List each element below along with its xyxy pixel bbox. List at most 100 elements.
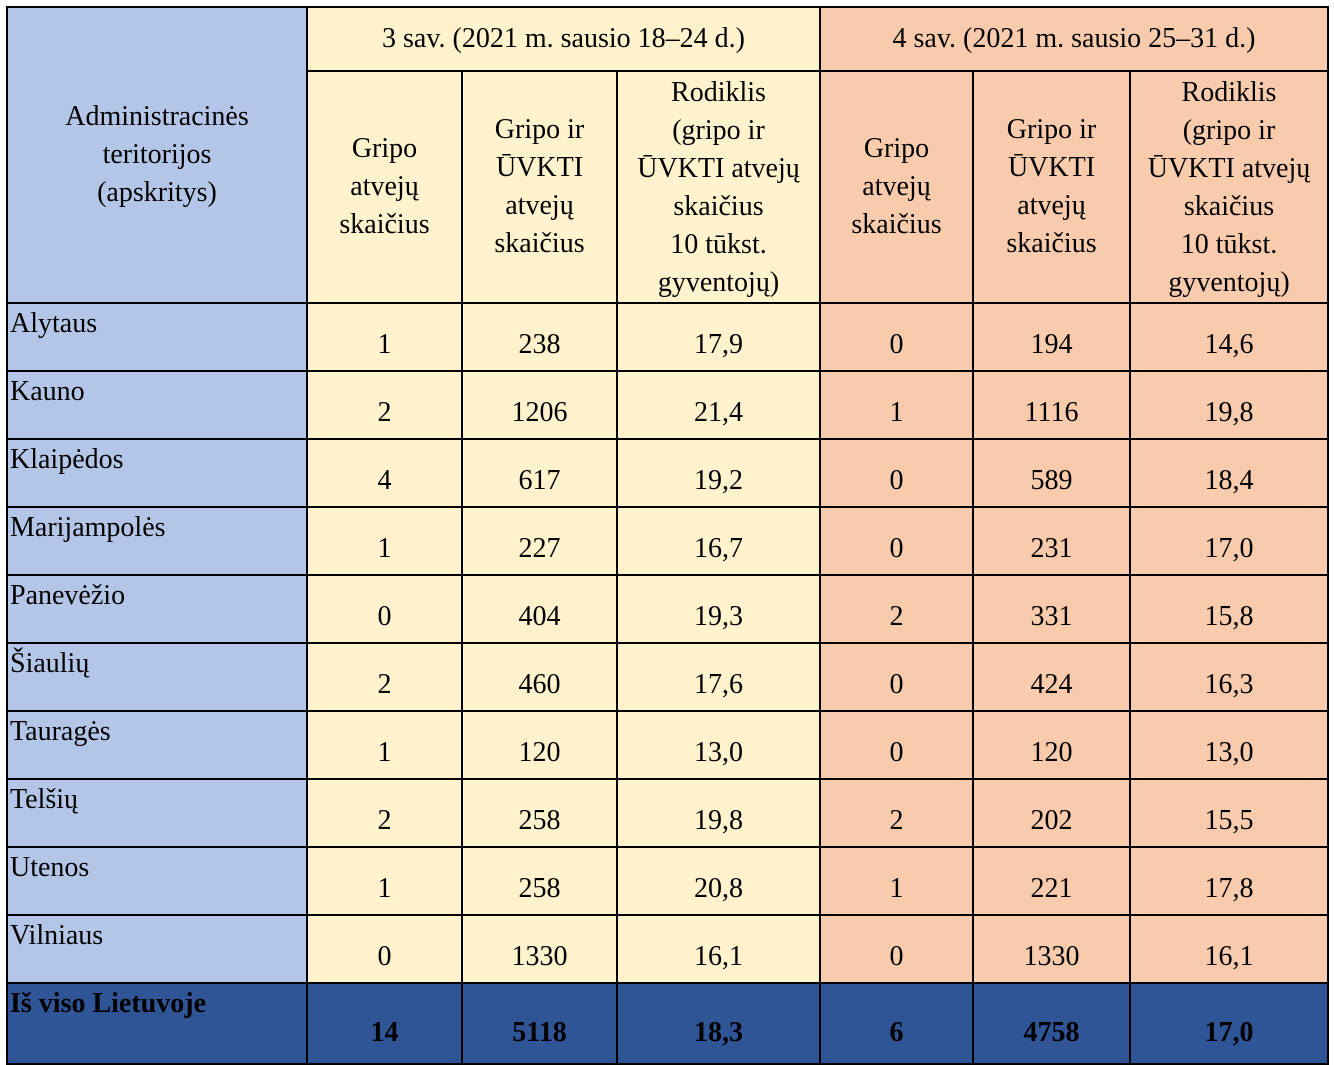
w3-flu-ari-cases: 227 (461, 506, 618, 576)
w4-flu-cases: 0 (819, 506, 974, 576)
header-line: atvejų (350, 171, 419, 202)
header-line: gyventojų) (657, 267, 780, 298)
w4-flu-cases: 0 (819, 438, 974, 508)
w4-flu-cases: 1 (819, 846, 974, 916)
w3-rate: 19,2 (616, 438, 821, 508)
w3-flu-ari-cases: 1330 (461, 914, 618, 984)
county-name: Kauno (6, 370, 308, 440)
w3-flu-cases: 2 (306, 778, 463, 848)
w3-flu-cases: 2 (306, 642, 463, 712)
county-name: Alytaus (6, 302, 308, 372)
table-row: Panevėžio 0 404 19,3 2 331 15,8 (6, 574, 1329, 644)
w4-flu-ari-cases: 202 (972, 778, 1131, 848)
header-line: ŪVKTI atvejų (1147, 153, 1311, 184)
week3-header: 3 sav. (2021 m. sausio 18–24 d.) (306, 6, 821, 72)
header-line: skaičius (1183, 191, 1275, 222)
w4-rate: 14,6 (1129, 302, 1329, 372)
table-row: Kauno 2 1206 21,4 1 1116 19,8 (6, 370, 1329, 440)
header-line: Gripo (863, 133, 930, 164)
w3-flu-ari-cases-header: Gripo ir ŪVKTI atvejų skaičius (461, 70, 618, 304)
w4-flu-cases: 2 (819, 574, 974, 644)
w3-rate: 20,8 (616, 846, 821, 916)
w3-rate: 19,8 (616, 778, 821, 848)
admin-territory-header: Administracinės teritorijos (apskritys) (6, 6, 308, 304)
w4-rate: 17,8 (1129, 846, 1329, 916)
county-name: Klaipėdos (6, 438, 308, 508)
table-row: Tauragės 1 120 13,0 0 120 13,0 (6, 710, 1329, 780)
header-line: 10 tūkst. (670, 229, 767, 260)
header-line: (gripo ir (1182, 115, 1276, 146)
header-line: skaičius (494, 228, 585, 259)
w4-flu-cases: 1 (819, 370, 974, 440)
w3-flu-cases: 2 (306, 370, 463, 440)
w4-flu-ari-cases: 221 (972, 846, 1131, 916)
w4-flu-ari-cases: 194 (972, 302, 1131, 372)
w4-total-flu-cases: 6 (819, 982, 974, 1065)
w4-rate: 15,8 (1129, 574, 1329, 644)
w3-rate: 13,0 (616, 710, 821, 780)
w3-rate: 16,7 (616, 506, 821, 576)
week4-header: 4 sav. (2021 m. sausio 25–31 d.) (819, 6, 1329, 72)
header-line: Gripo (351, 133, 418, 164)
table-row: Alytaus 1 238 17,9 0 194 14,6 (6, 302, 1329, 372)
header-line: Rodiklis (671, 77, 766, 108)
w3-flu-cases: 4 (306, 438, 463, 508)
header-line: ŪVKTI atvejų (637, 153, 800, 184)
w3-flu-ari-cases: 258 (461, 778, 618, 848)
w4-flu-ari-cases: 331 (972, 574, 1131, 644)
w3-flu-ari-cases: 258 (461, 846, 618, 916)
w3-flu-cases-header: Gripo atvejų skaičius (306, 70, 463, 304)
county-name: Panevėžio (6, 574, 308, 644)
w3-flu-ari-cases: 1206 (461, 370, 618, 440)
w3-rate: 21,4 (616, 370, 821, 440)
w4-flu-cases-header: Gripo atvejų skaičius (819, 70, 974, 304)
w4-flu-ari-cases: 120 (972, 710, 1131, 780)
w4-total-rate: 17,0 (1129, 982, 1329, 1065)
header-line: Gripo ir (494, 114, 585, 145)
county-name: Tauragės (6, 710, 308, 780)
influenza-table: Administracinės teritorijos (apskritys) … (6, 6, 1329, 1065)
header-line: skaičius (339, 209, 430, 240)
w4-flu-cases: 0 (819, 710, 974, 780)
w4-rate-header: Rodiklis (gripo ir ŪVKTI atvejų skaičius… (1129, 70, 1329, 304)
w3-flu-cases: 1 (306, 846, 463, 916)
admin-header-line: teritorijos (102, 139, 212, 170)
total-row: Iš viso Lietuvoje 14 5118 18,3 6 4758 17… (6, 982, 1329, 1065)
admin-header-line: Administracinės (65, 101, 249, 132)
table-row: Šiaulių 2 460 17,6 0 424 16,3 (6, 642, 1329, 712)
w3-flu-ari-cases: 404 (461, 574, 618, 644)
w3-total-flu-ari-cases: 5118 (461, 982, 618, 1065)
w3-rate: 16,1 (616, 914, 821, 984)
header-line: ŪVKTI (495, 152, 584, 183)
county-name: Marijampolės (6, 506, 308, 576)
w4-rate: 15,5 (1129, 778, 1329, 848)
w3-total-flu-cases: 14 (306, 982, 463, 1065)
header-line: ŪVKTI (1007, 152, 1096, 183)
w3-flu-cases: 1 (306, 710, 463, 780)
w4-rate: 16,1 (1129, 914, 1329, 984)
w4-flu-ari-cases: 231 (972, 506, 1131, 576)
header-line: Gripo ir (1006, 114, 1097, 145)
w4-flu-cases: 0 (819, 642, 974, 712)
header-line: 10 tūkst. (1180, 229, 1278, 260)
table-row: Marijampolės 1 227 16,7 0 231 17,0 (6, 506, 1329, 576)
table-row: Telšių 2 258 19,8 2 202 15,5 (6, 778, 1329, 848)
w3-flu-cases: 0 (306, 914, 463, 984)
w4-flu-ari-cases: 589 (972, 438, 1131, 508)
table-row: Klaipėdos 4 617 19,2 0 589 18,4 (6, 438, 1329, 508)
header-line: Rodiklis (1181, 77, 1277, 108)
w4-flu-ari-cases: 1116 (972, 370, 1131, 440)
w4-rate: 17,0 (1129, 506, 1329, 576)
header-line: atvejų (862, 171, 931, 202)
header-line: (gripo ir (672, 115, 765, 146)
w3-rate: 17,9 (616, 302, 821, 372)
w3-rate: 17,6 (616, 642, 821, 712)
w4-flu-cases: 0 (819, 914, 974, 984)
w3-flu-ari-cases: 120 (461, 710, 618, 780)
w3-flu-cases: 0 (306, 574, 463, 644)
total-label: Iš viso Lietuvoje (6, 982, 308, 1065)
header-line: atvejų (1017, 190, 1086, 221)
w3-flu-ari-cases: 460 (461, 642, 618, 712)
w4-flu-cases: 0 (819, 302, 974, 372)
w4-flu-ari-cases-header: Gripo ir ŪVKTI atvejų skaičius (972, 70, 1131, 304)
